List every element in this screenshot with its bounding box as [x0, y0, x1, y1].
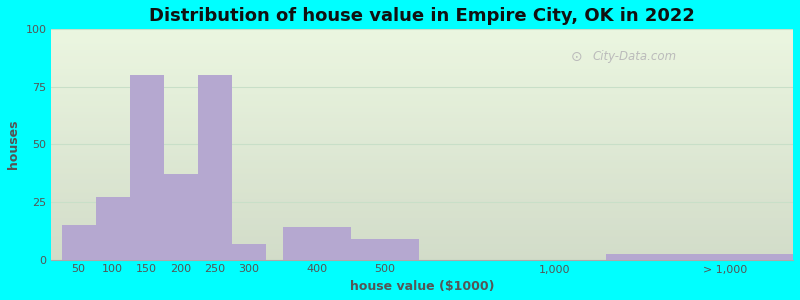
- Text: ⊙: ⊙: [570, 50, 582, 64]
- Bar: [130, 75, 164, 260]
- Bar: [606, 254, 793, 260]
- Title: Distribution of house value in Empire City, OK in 2022: Distribution of house value in Empire Ci…: [150, 7, 695, 25]
- Bar: [350, 239, 419, 260]
- Y-axis label: houses: houses: [7, 120, 20, 169]
- Bar: [198, 75, 232, 260]
- Bar: [282, 227, 350, 260]
- X-axis label: house value ($1000): house value ($1000): [350, 280, 494, 293]
- Bar: [62, 225, 95, 260]
- Text: City-Data.com: City-Data.com: [593, 50, 677, 63]
- Bar: [95, 197, 130, 260]
- Bar: [232, 244, 266, 260]
- Bar: [164, 174, 198, 260]
